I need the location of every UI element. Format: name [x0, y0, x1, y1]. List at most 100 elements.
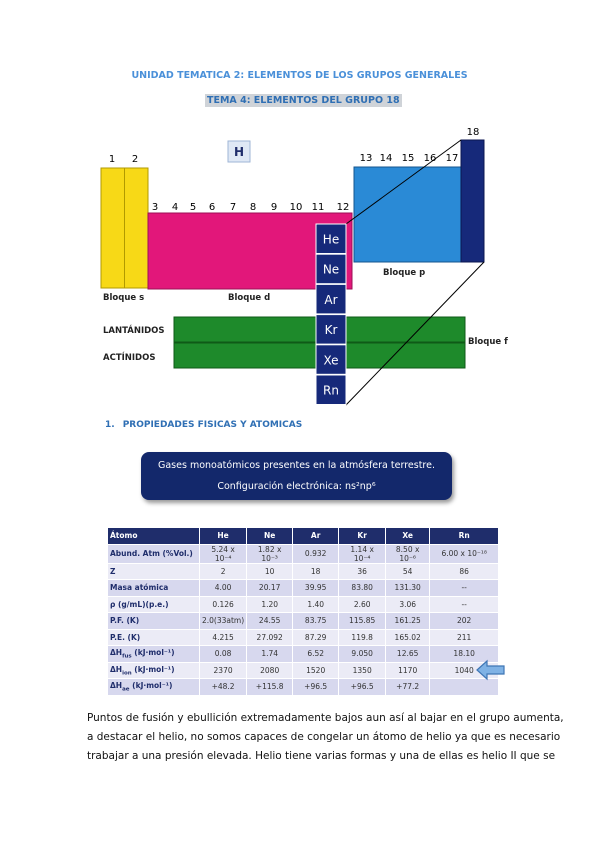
info-box: Gases monoatómicos presentes en la atmós… [141, 452, 452, 500]
table-cell: 165.02 [385, 628, 431, 646]
table-cell: 6.00 x 10⁻¹⁸ [429, 543, 500, 564]
noble-gas-cell [315, 223, 347, 254]
group-number: 11 [312, 202, 325, 213]
row-label: ΔHion (kJ·mol⁻¹) [107, 661, 200, 679]
table-row: Masa atómica 4.00 20.17 39.95 83.80 131.30 -- [107, 579, 500, 597]
row-label: ρ (g/mL)(p.e.) [107, 595, 200, 613]
header-subtitle: TEMA 4: ELEMENTOS DEL GRUPO 18 [205, 94, 402, 107]
row-label-text: ΔH [110, 664, 123, 674]
table-row: ΔHae (kJ·mol⁻¹) +48.2 +115.8 +96.5 +96.5 +77.… [107, 678, 500, 696]
table-header-cell: Xe [385, 527, 431, 545]
hydrogen-symbol: H [234, 145, 244, 159]
group-number: 12 [337, 202, 350, 213]
group-number: 15 [402, 153, 415, 164]
section-heading: 1. PROPIEDADES FISICAS Y ATOMICAS [105, 420, 310, 430]
row-label-text: ΔH [110, 648, 123, 657]
table-cell: 119.8 [338, 628, 387, 646]
table-header-cell: Átomo [107, 527, 200, 545]
table-cell: 0.08 [198, 645, 248, 663]
h-box [227, 140, 251, 163]
block-label: Bloque s [103, 293, 144, 303]
table-cell: 10 [246, 562, 294, 580]
group-number: 10 [290, 202, 303, 213]
info-line: Gases monoatómicos presentes en la atmós… [158, 460, 435, 471]
table-cell: 2 [198, 562, 248, 580]
table-header-row: Átomo He Ne Ar Kr Xe Rn [107, 527, 500, 545]
group-number: 5 [190, 202, 196, 213]
table-cell: 6.52 [292, 645, 340, 663]
row-label: ΔHfus (kJ·mol⁻¹) [107, 645, 200, 663]
row-label-sub: fus [122, 653, 132, 660]
table-cell: 24.55 [246, 612, 294, 630]
info-line: Configuración electrónica: ns²np⁶ [217, 481, 376, 492]
group-number: 4 [172, 202, 178, 213]
table-cell: 115.85 [338, 612, 387, 630]
table-cell: 2.60 [338, 595, 387, 613]
table-cell: 3.06 [385, 595, 431, 613]
section-number: 1. [105, 420, 115, 430]
table-cell: 1.40 [292, 595, 340, 613]
table-cell: 18 [292, 562, 340, 580]
table-cell: 86 [429, 562, 500, 580]
row-label: Abund. Atm (%Vol.) [107, 543, 200, 564]
group-number: 18 [467, 127, 480, 138]
table-row: Abund. Atm (%Vol.) 5.24 x 10⁻⁴ 1.82 x 10⁻³… [107, 543, 500, 564]
table-cell: 1350 [338, 661, 387, 679]
row-label-unit: (kJ·mol⁻¹) [129, 681, 173, 690]
table-cell: 9.050 [338, 645, 387, 663]
table-cell: 1.82 x 10⁻³ [246, 543, 294, 564]
table-header-cell: Rn [429, 527, 500, 545]
paragraph-line: a destacar el helio, no somos capaces de… [87, 731, 561, 743]
table-cell [429, 678, 500, 696]
table-header-cell: Ar [292, 527, 340, 545]
group-number: 7 [230, 202, 236, 213]
noble-gas-cell [315, 374, 347, 405]
table-row: ΔHfus (kJ·mol⁻¹) 0.08 1.74 6.52 9.050 12.65 18… [107, 645, 500, 663]
p-block [353, 166, 463, 263]
noble-gas-symbol: Ar [324, 293, 337, 307]
noble-gas-symbol: Xe [323, 353, 338, 367]
table-cell: 131.30 [385, 579, 431, 597]
group-18-column [460, 139, 485, 263]
table-cell: 8.50 x 10⁻⁶ [385, 543, 431, 564]
table-cell: +96.5 [338, 678, 387, 696]
row-label-text: P.E. (K) [110, 632, 141, 642]
table-cell: 18.10 [429, 645, 500, 663]
row-label-sub: ion [122, 670, 132, 676]
table-row: P.F. (K) 2.0(33atm) 24.55 83.75 115.85 161.25… [107, 612, 500, 630]
noble-gas-cell [315, 314, 347, 345]
table-cell: 83.75 [292, 612, 340, 630]
table-cell: 1520 [292, 661, 340, 679]
block-label: Bloque d [228, 293, 270, 303]
paragraph: Puntos de fusión y ebullición extremadam… [87, 709, 564, 766]
table-header-cell: Ne [246, 527, 294, 545]
row-label-text: Abund. Atm (%Vol.) [110, 549, 193, 558]
table-cell: 54 [385, 562, 431, 580]
table-row: ρ (g/mL)(p.e.) 0.126 1.20 1.40 2.60 3.06 -- [107, 595, 500, 613]
section-text: PROPIEDADES FISICAS Y ATOMICAS [122, 420, 303, 430]
table-cell: 4.00 [198, 579, 248, 597]
group-number: 3 [152, 202, 158, 213]
table-cell: 20.17 [246, 579, 294, 597]
noble-gas-symbol: Rn [323, 384, 339, 398]
group-number: 2 [132, 154, 138, 165]
table-cell: 2.0(33atm) [198, 612, 248, 630]
noble-gas-cell [315, 283, 347, 315]
group-number: 13 [360, 153, 373, 164]
table-cell: 211 [429, 628, 500, 646]
paragraph-line: trabajar a una presión elevada. Helio ti… [87, 750, 556, 762]
table-cell: +77.2 [385, 678, 431, 696]
group-number: 1 [109, 154, 115, 165]
table-row: ΔHion (kJ·mol⁻¹) 2370 2080 1520 1350 1170 1040 [107, 661, 500, 679]
table-cell: +96.5 [292, 678, 340, 696]
table-row: Z 2 10 18 36 54 86 [107, 562, 500, 580]
table-cell: +115.8 [246, 678, 294, 696]
table-cell: 27.092 [246, 628, 294, 646]
group-number: 9 [271, 202, 277, 213]
row-label: Z [107, 562, 200, 580]
row-label: P.F. (K) [107, 612, 200, 630]
block-label: ACTÍNIDOS [103, 351, 155, 363]
group-number: 8 [250, 202, 256, 213]
